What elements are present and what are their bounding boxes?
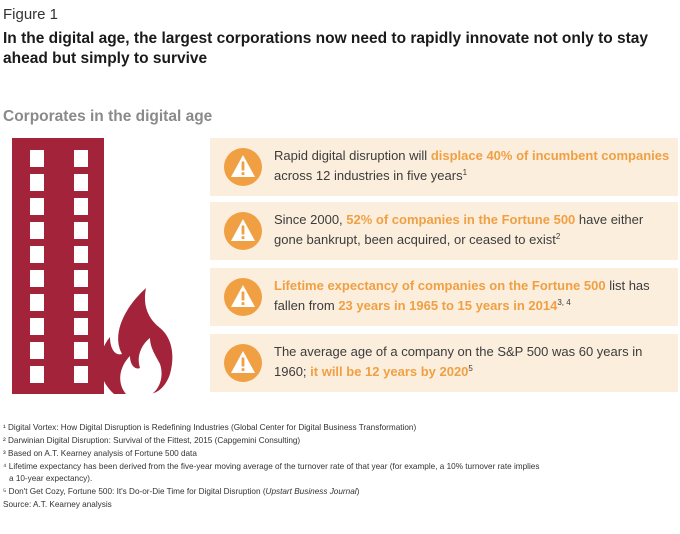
stat-highlight: 23 years in 1965 to 15 years in 2014 — [338, 298, 558, 313]
footnote-2: ² Darwinian Digital Disruption: Survival… — [3, 436, 301, 445]
footnote-ref: 2 — [555, 232, 561, 241]
source-line: Source: A.T. Kearney analysis — [3, 500, 112, 509]
stat-text: Since 2000, 52% of companies in the Fort… — [274, 212, 644, 247]
burning-building-illustration — [12, 138, 173, 394]
stat-card-lifetime: Lifetime expectancy of companies on the … — [210, 268, 678, 326]
stat-card-fortune500: Since 2000, 52% of companies in the Fort… — [210, 202, 678, 260]
footnote-ref: 1 — [462, 168, 468, 177]
stat-highlight: it will be 12 years by 2020 — [310, 364, 469, 379]
warning-icon — [224, 278, 262, 316]
building-icon — [12, 138, 104, 394]
stat-text: Rapid digital disruption will displace 4… — [274, 148, 670, 183]
headline: In the digital age, the largest corporat… — [3, 30, 649, 67]
footnote-3: ³ Based on A.T. Kearney analysis of Fort… — [3, 449, 197, 458]
footnote-ref: 3, 4 — [557, 298, 571, 307]
stat-highlight: displace 40% of incumbent companies — [430, 148, 670, 163]
section-title: Corporates in the digital age — [3, 108, 213, 125]
stat-highlight: Lifetime expectancy of companies on the … — [274, 278, 606, 293]
stat-text: The average age of a company on the S&P … — [274, 344, 643, 379]
footnote-ref: 5 — [468, 364, 473, 373]
footnote-5: ⁵ Don't Get Cozy, Fortune 500: It's Do-o… — [3, 487, 360, 496]
stat-card-displacement: Rapid digital disruption will displace 4… — [210, 138, 678, 196]
warning-icon — [224, 344, 262, 382]
warning-icon — [224, 148, 262, 186]
fire-icon — [99, 288, 173, 394]
footnote-1: ¹ Digital Vortex: How Digital Disruption… — [3, 423, 417, 432]
warning-icon — [224, 212, 262, 250]
footnotes: ¹ Digital Vortex: How Digital Disruption… — [3, 422, 675, 512]
stat-highlight: 52% of companies in the Fortune 500 — [346, 212, 576, 227]
stat-text: Lifetime expectancy of companies on the … — [274, 278, 650, 313]
figure-label: Figure 1 — [3, 6, 59, 23]
footnote-4: ⁴ Lifetime expectancy has been derived f… — [3, 462, 540, 483]
stat-card-sp500: The average age of a company on the S&P … — [210, 334, 678, 392]
